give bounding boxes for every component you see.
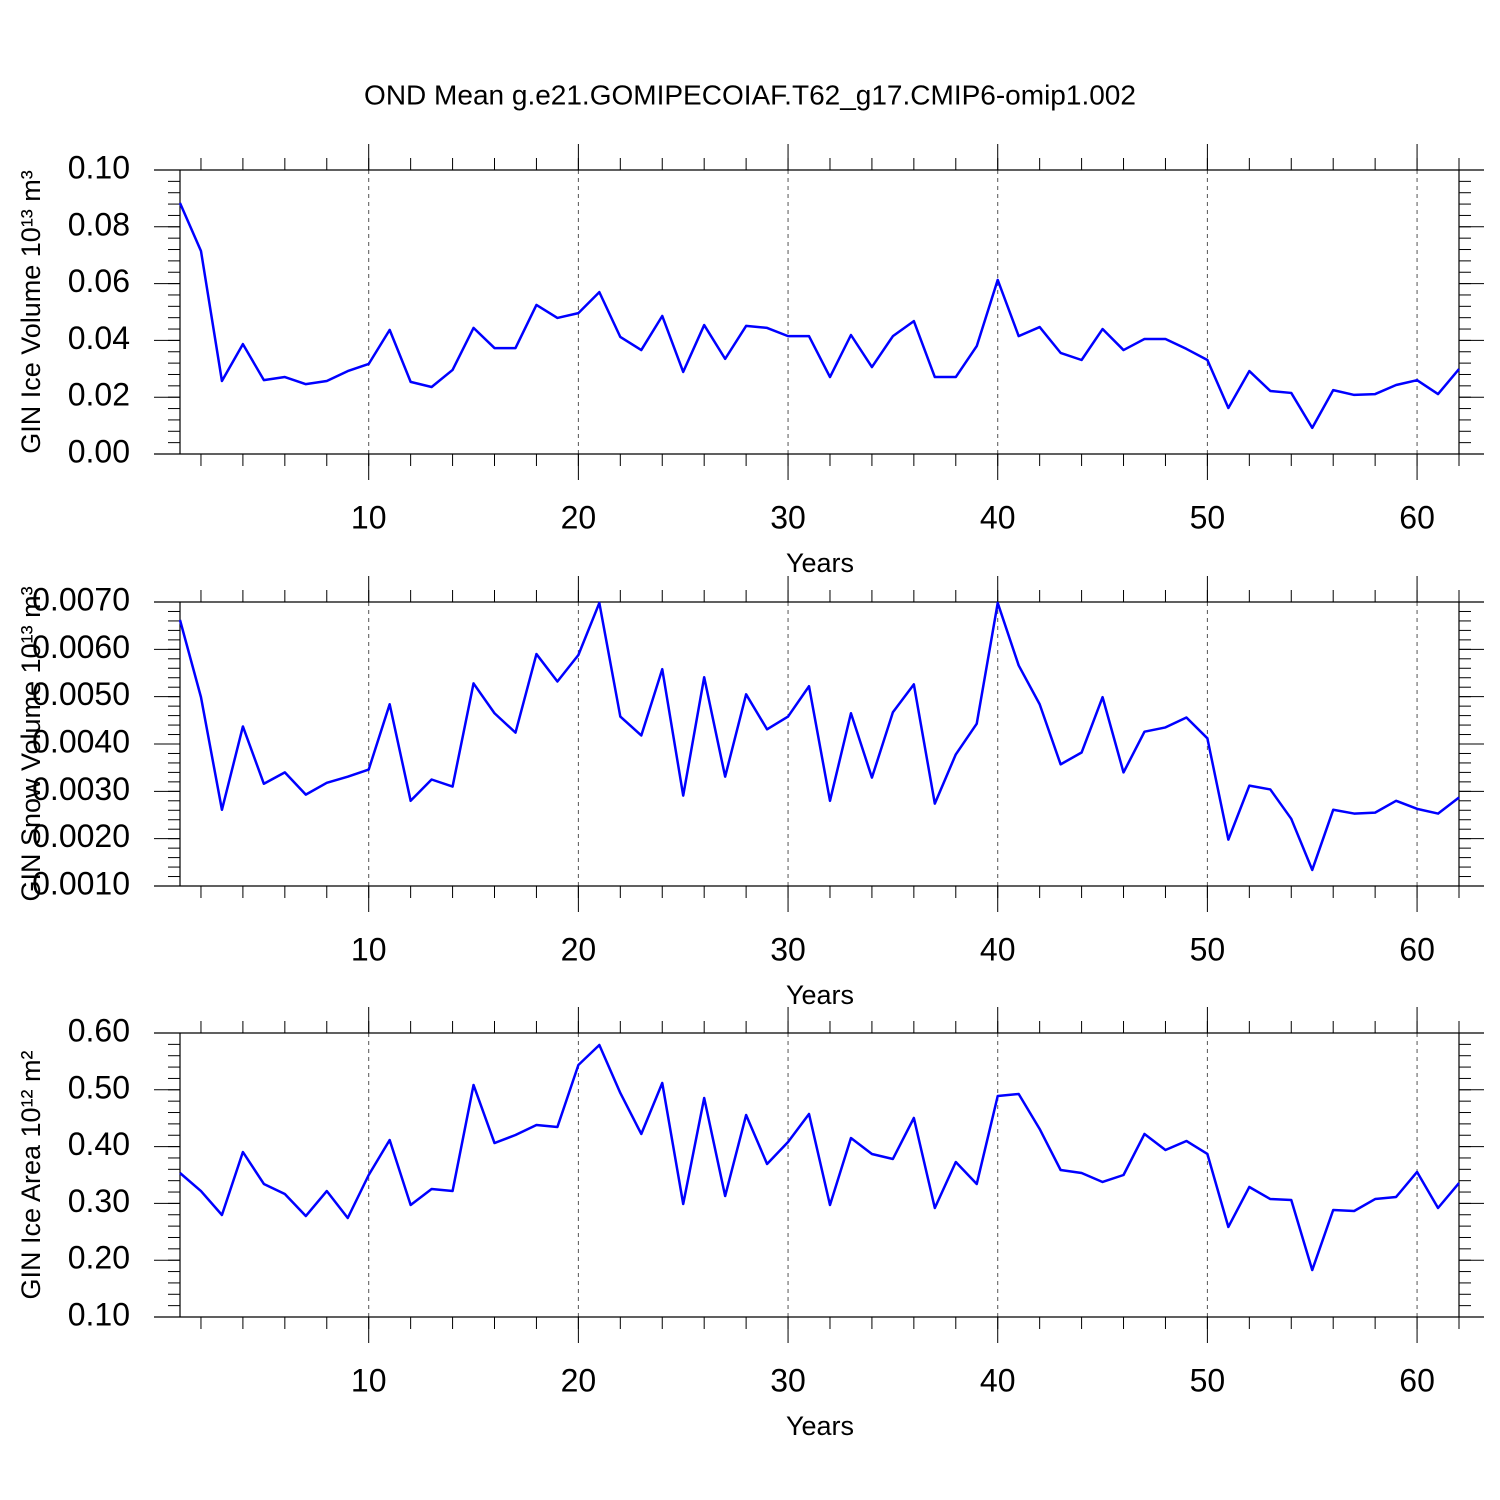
x-axis-label: Years: [786, 1411, 854, 1441]
y-axis-label: GIN Ice Volume 10¹³ m³: [16, 170, 46, 454]
y-tick-label: 0.40: [68, 1126, 130, 1162]
y-tick-label: 0.04: [68, 320, 130, 356]
data-line: [179, 1043, 1460, 1272]
label-clip: GIN Snow Volume 10¹³ m³: [16, 586, 46, 901]
y-tick-label: 0.06: [68, 263, 130, 299]
x-tick-label: 40: [980, 931, 1016, 967]
data-line: [178, 601, 1460, 872]
y-tick-label: 0.08: [68, 206, 130, 242]
y-tick-label: 0.30: [68, 1183, 130, 1219]
y-tick-label: 0.10: [68, 1296, 130, 1332]
y-tick-label: 0.20: [68, 1240, 130, 1276]
y-tick-label: 0.00: [68, 433, 130, 469]
x-tick-label: 10: [351, 931, 387, 967]
y-tick-label: 0.60: [68, 1012, 130, 1048]
y-tick-label: 0.0060: [32, 629, 130, 665]
chart-title: OND Mean g.e21.GOMIPECOIAF.T62_g17.CMIP6…: [364, 79, 1136, 110]
y-tick-label: 0.10: [68, 149, 130, 185]
x-tick-label: 10: [351, 499, 387, 535]
x-tick-label: 60: [1399, 931, 1435, 967]
y-axis-label: GIN Snow Volume 10¹³ m³: [16, 586, 46, 901]
y-tick-label: 0.0010: [32, 865, 130, 901]
y-tick-label: 0.0040: [32, 723, 130, 759]
y-tick-label: 0.02: [68, 377, 130, 413]
x-tick-label: 50: [1190, 1362, 1226, 1398]
y-tick-label: 0.0070: [32, 581, 130, 617]
y-axis-label: GIN Ice Area 10¹² m²: [16, 1050, 46, 1299]
panel: 10 20 30 40 50 60 0.0010 0.0020 0.0030 0.0040 0.00…: [32, 576, 1484, 1010]
x-tick-label: 10: [351, 1362, 387, 1398]
panel: 10 20 30 40 50 60 0.00 0.02 0.04 0.06 0.08 0.10 Year…: [16, 144, 1484, 578]
x-axis-label: Years: [786, 980, 854, 1010]
x-tick-label: 60: [1399, 499, 1435, 535]
x-tick-label: 60: [1399, 1362, 1435, 1398]
x-tick-label: 20: [561, 1362, 597, 1398]
x-tick-label: 40: [980, 499, 1016, 535]
x-tick-label: 20: [561, 931, 597, 967]
x-axis-label: Years: [786, 548, 854, 578]
x-tick-label: 50: [1190, 931, 1226, 967]
x-tick-label: 30: [770, 1362, 806, 1398]
y-tick-label: 0.0030: [32, 771, 130, 807]
y-tick-label: 0.50: [68, 1069, 130, 1105]
data-line: [178, 202, 1460, 430]
panel: 10 20 30 40 50 60 0.10 0.20 0.30 0.40 0.50 0.60 Year…: [16, 1007, 1484, 1441]
x-tick-label: 40: [980, 1362, 1016, 1398]
x-tick-label: 20: [561, 499, 597, 535]
x-tick-label: 50: [1190, 499, 1226, 535]
x-tick-label: 30: [770, 499, 806, 535]
y-tick-label: 0.0020: [32, 818, 130, 854]
x-tick-label: 30: [770, 931, 806, 967]
y-tick-label: 0.0050: [32, 676, 130, 712]
